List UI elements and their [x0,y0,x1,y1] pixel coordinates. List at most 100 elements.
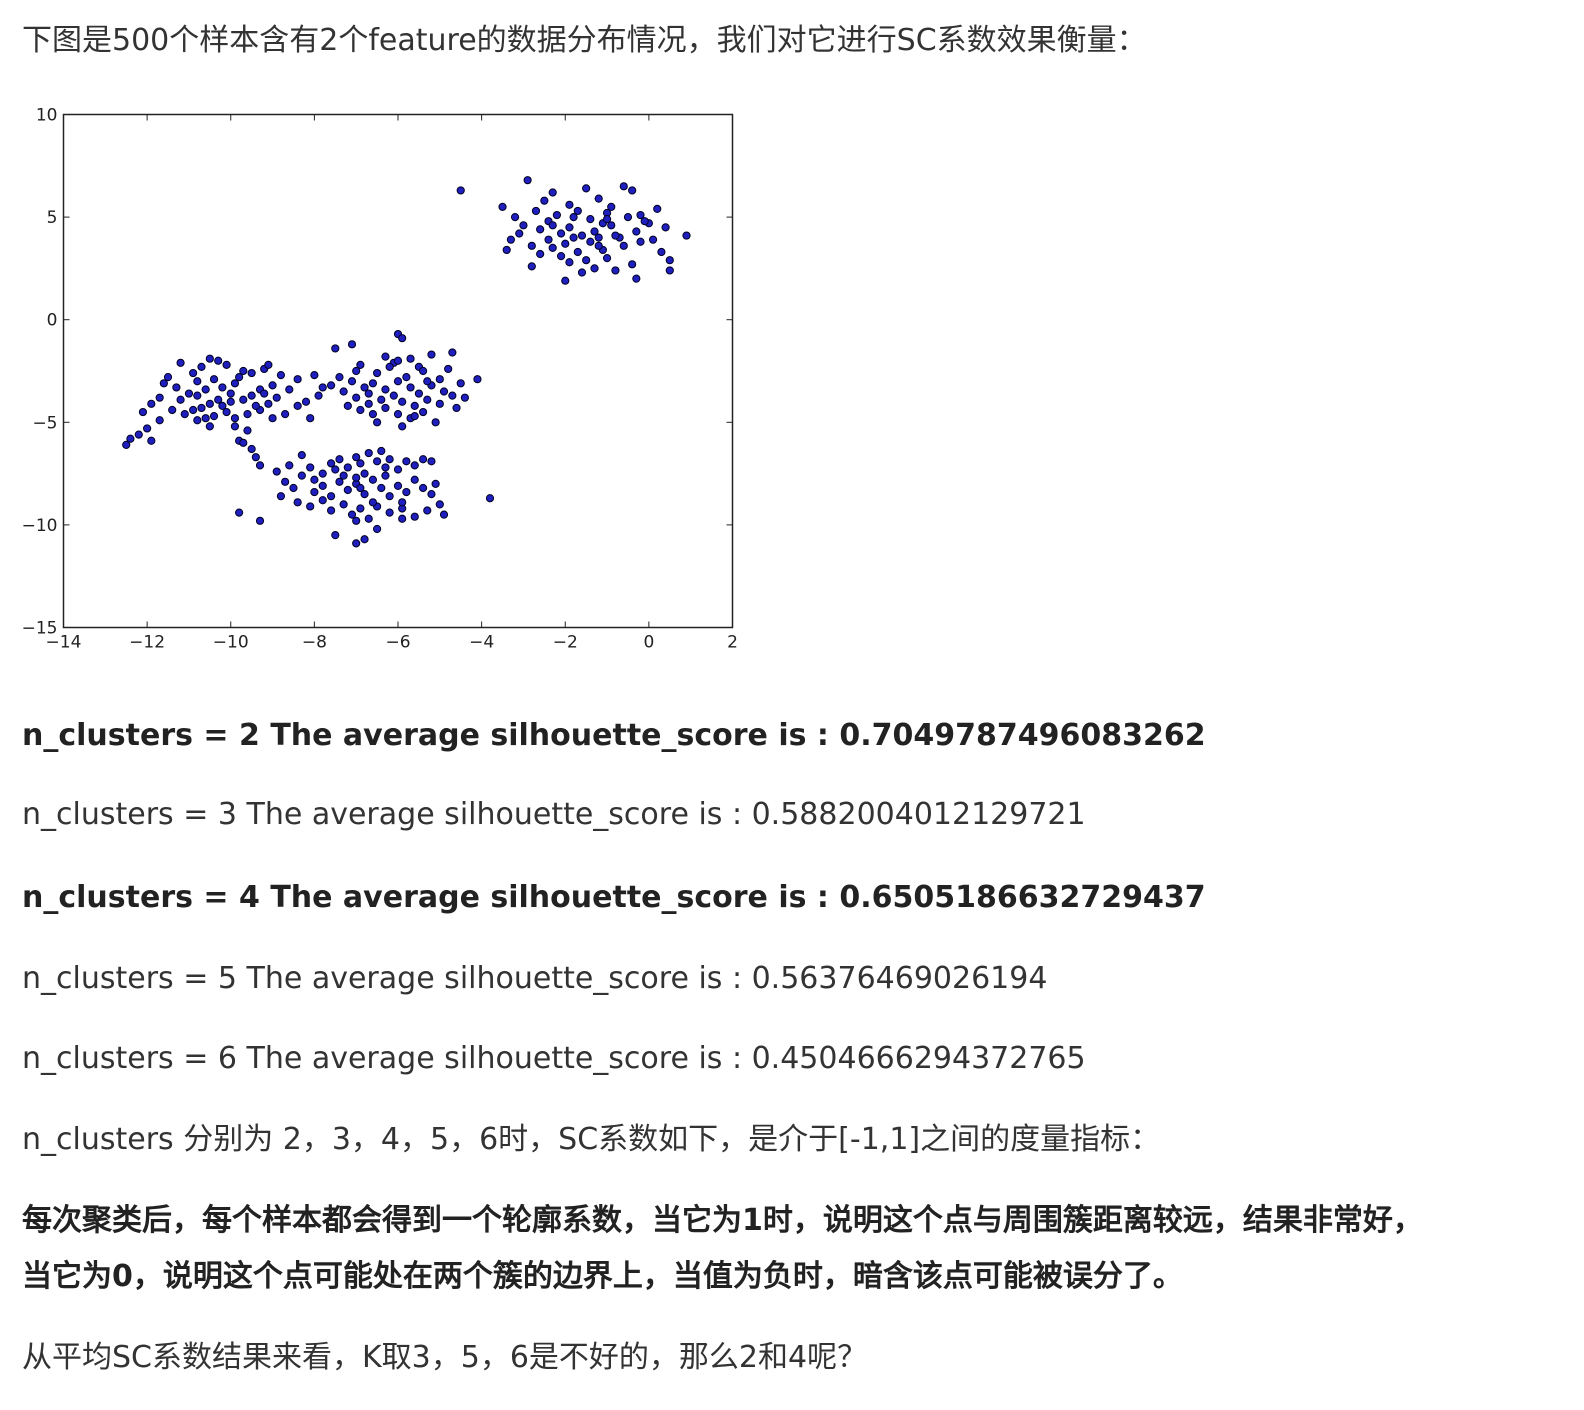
data-point [372,457,382,466]
data-point [410,475,419,484]
data-point [527,262,536,271]
data-point [640,217,649,226]
data-point [193,391,202,400]
data-point [222,360,231,369]
data-point [205,354,214,363]
data-point [456,186,465,195]
data-point [523,176,532,185]
data-point [293,375,302,384]
data-point [314,391,323,400]
data-point [406,383,415,392]
y-tick-label: 10 [36,106,58,126]
data-point [264,399,273,408]
data-point [352,366,361,376]
data-point [251,453,260,462]
result-line-k6: n_clusters = 6 The average silhouette_sc… [22,1041,1086,1076]
data-point [527,241,536,250]
data-point [506,235,515,244]
data-point [281,409,290,419]
data-point [552,210,561,220]
data-point [318,481,327,491]
data-point [611,231,620,240]
data-point [565,200,574,209]
data-point [602,254,612,263]
data-point [281,477,290,486]
data-point [682,231,691,240]
data-point [460,393,469,402]
data-point [556,229,566,238]
data-point [343,463,352,472]
data-point [239,438,248,447]
y-tick-label: 5 [47,208,58,228]
data-point [381,471,390,480]
data-point [510,213,520,222]
data-point [548,221,557,230]
x-tick-label: −12 [129,633,165,653]
data-point [577,231,587,240]
data-point [398,397,407,406]
y-tick-label: −10 [22,516,58,536]
data-point [264,360,273,369]
data-point [239,395,248,404]
data-point [247,368,256,378]
data-point [368,475,378,484]
data-point [636,237,645,246]
data-point [632,227,641,236]
data-point [201,385,210,394]
data-point [393,409,403,419]
x-tick-label: 2 [727,633,738,653]
data-point [189,405,198,415]
data-point [364,399,373,408]
data-point [448,348,457,357]
data-point [582,256,591,265]
data-point [423,377,432,386]
data-point [389,391,398,400]
data-point [352,473,361,482]
data-point [180,409,189,419]
data-point [347,340,357,349]
data-point [285,385,294,394]
data-point [360,490,369,499]
data-point [339,471,348,480]
data-point [619,182,628,191]
data-point [377,395,386,404]
data-point [473,375,482,384]
data-point [327,381,336,390]
data-point [410,461,419,470]
data-point [189,368,198,378]
x-tick-label: −2 [553,633,578,653]
data-point [347,377,357,386]
data-point [661,223,670,232]
data-point [398,498,407,507]
data-point [230,414,240,423]
data-point [360,535,369,544]
data-point [310,475,319,484]
scatter-plot: −14 −12 −10 −8 −6 −4 −2 0 2 10 5 0 −5 −10 −15 [22,106,738,653]
data-point [193,416,202,425]
data-point [452,403,461,413]
data-point [418,366,428,376]
data-point [619,241,628,250]
data-point [356,483,365,493]
data-point [406,354,415,363]
data-point [594,241,603,250]
data-point [540,196,549,205]
data-point [427,457,436,466]
data-point [356,405,365,415]
result-line-k4: n_clusters = 4 The average silhouette_sc… [22,880,1206,915]
data-point [498,202,507,211]
data-point [648,235,658,244]
data-point [586,215,595,224]
data-point [536,249,545,259]
data-point [143,424,152,433]
data-point [502,245,511,255]
result-line-k2: n_clusters = 2 The average silhouette_sc… [22,718,1206,753]
data-point [168,405,177,415]
data-point [544,235,553,244]
data-point [243,409,252,419]
data-point [126,434,135,443]
data-point [372,368,382,378]
data-point [439,387,449,396]
data-point [360,469,369,478]
data-point [327,506,336,515]
